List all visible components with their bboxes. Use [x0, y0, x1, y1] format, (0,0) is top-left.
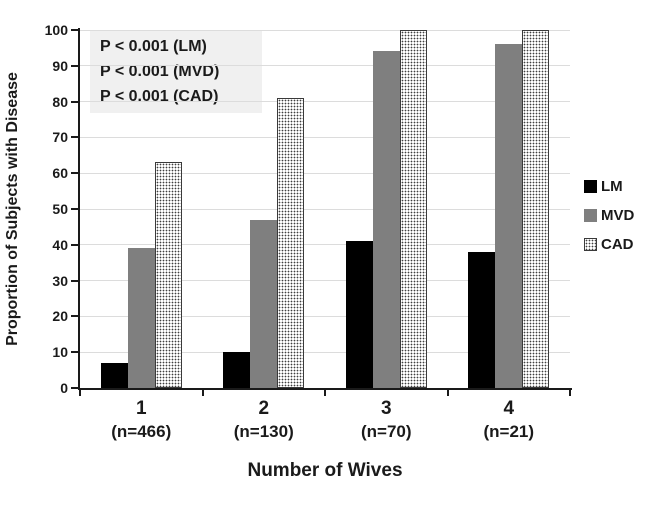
annotation-line-2: P < 0.001 (MVD): [100, 63, 220, 80]
gridline-40: [80, 244, 570, 246]
category-count: (n=466): [111, 422, 172, 441]
y-tick-0: [71, 387, 78, 389]
legend-swatch-mvd-icon: [584, 209, 597, 222]
legend-swatch-cad-icon: [584, 238, 597, 251]
legend-label-cad: CAD: [601, 236, 634, 253]
y-tick-label-50: 50: [52, 201, 68, 217]
y-tick-90: [71, 64, 78, 67]
x-category-label-2: 2 (n=130): [203, 397, 325, 443]
legend-item-mvd: MVD: [584, 208, 634, 223]
bar-mvd-wives-2: [250, 219, 278, 388]
y-axis-title: Proportion of Subjects with Disease: [4, 72, 21, 346]
category-number: 3: [380, 398, 392, 419]
y-tick-80: [71, 100, 78, 103]
y-tick-70: [71, 136, 78, 139]
y-tick-40: [71, 243, 78, 246]
gridline-10: [80, 351, 570, 353]
gridline-80: [80, 101, 570, 103]
y-tick-20: [71, 315, 78, 318]
y-tick-label-30: 30: [52, 272, 68, 289]
y-tick-label-60: 60: [52, 165, 68, 182]
x-tick-1: [201, 390, 204, 396]
legend-item-cad: CAD: [584, 237, 634, 252]
gridline-60: [80, 172, 570, 174]
category-number: 4: [503, 398, 515, 419]
legend-label-mvd: MVD: [601, 207, 635, 224]
legend-label-lm: LM: [601, 178, 623, 195]
y-tick-label-20: 20: [52, 308, 68, 325]
gridline-100: [80, 29, 570, 31]
y-tick-label-90: 90: [52, 57, 68, 74]
category-count: (n=130): [233, 422, 294, 441]
bar-cad-wives-4: [522, 30, 550, 388]
legend: LM MVD CAD: [584, 179, 634, 252]
bar-mvd-wives-3: [372, 51, 400, 388]
annotation-line-3: P < 0.001 (CAD): [100, 88, 219, 105]
x-category-label-4: 4 (n=21): [448, 397, 570, 443]
x-category-label-1: 1 (n=466): [80, 397, 202, 443]
bar-lm-wives-4: [468, 251, 496, 388]
gridline-90: [80, 65, 570, 67]
bar-lm-wives-1: [100, 362, 128, 388]
bar-lm-wives-2: [223, 352, 251, 388]
x-tick-0: [79, 390, 81, 396]
y-tick-60: [71, 172, 78, 175]
bar-mvd-wives-1: [127, 248, 155, 388]
y-tick-label-70: 70: [52, 129, 68, 146]
category-number: 1: [135, 398, 147, 419]
y-tick-30: [71, 279, 78, 282]
x-axis-line: [78, 388, 572, 390]
x-tick-3: [446, 390, 449, 396]
category-count: (n=21): [483, 422, 535, 441]
bar-cad-wives-2: [277, 98, 305, 388]
x-tick-4: [569, 390, 571, 396]
x-category-label-3: 3 (n=70): [325, 397, 447, 443]
gridline-20: [80, 315, 570, 317]
legend-item-lm: LM: [584, 179, 634, 194]
y-tick-label-100: 100: [44, 22, 68, 38]
y-tick-label-0: 0: [60, 380, 68, 396]
annotation-line-1: P < 0.001 (LM): [100, 38, 207, 55]
bar-cad-wives-3: [399, 30, 427, 388]
gridline-30: [80, 280, 570, 282]
pvalue-annotation-box: P < 0.001 (LM) P < 0.001 (MVD) P < 0.001 (…: [90, 30, 262, 113]
y-tick-label-40: 40: [52, 236, 68, 253]
legend-swatch-lm-icon: [584, 180, 597, 193]
y-axis-line: [78, 28, 80, 390]
y-tick-50: [71, 208, 78, 210]
y-tick-label-80: 80: [52, 93, 68, 110]
bar-cad-wives-1: [154, 162, 182, 388]
category-count: (n=70): [360, 422, 412, 441]
bar-lm-wives-3: [345, 241, 373, 388]
gridline-70: [80, 136, 570, 138]
y-tick-label-10: 10: [52, 344, 68, 361]
category-number: 2: [258, 398, 270, 419]
gridline-50: [80, 208, 570, 210]
bar-mvd-wives-4: [495, 44, 523, 388]
x-axis-title: Number of Wives: [247, 460, 403, 481]
x-tick-2: [324, 390, 326, 396]
y-tick-10: [71, 351, 78, 354]
y-tick-100: [71, 29, 78, 31]
